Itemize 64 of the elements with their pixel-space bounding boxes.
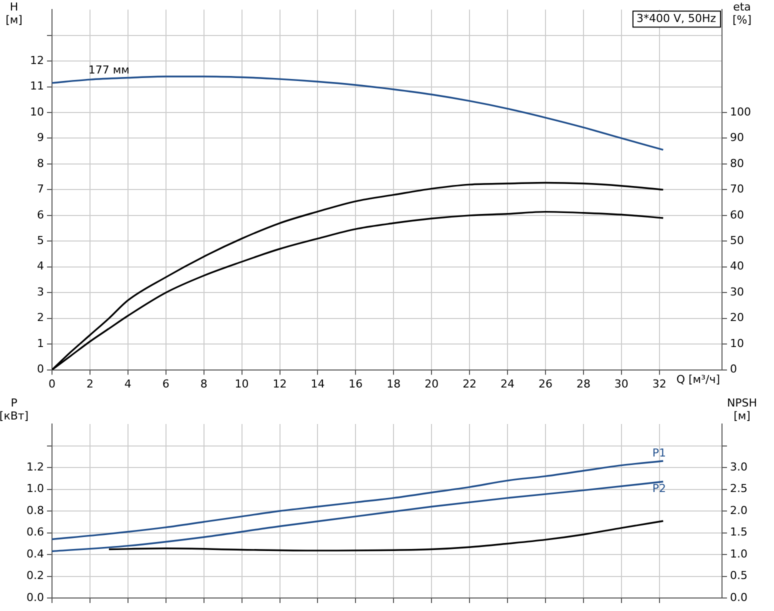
- y2-tick-label: 2.0: [730, 504, 748, 517]
- y-tick-label: 2: [37, 311, 44, 324]
- x-tick-label: 4: [124, 377, 132, 390]
- y2-tick-label: 70: [730, 182, 744, 196]
- x-tick-label: 22: [462, 377, 477, 390]
- y-tick-label: 1.0: [26, 482, 44, 496]
- x-tick-label: 14: [310, 377, 325, 390]
- x-tick-label: 2: [86, 377, 94, 390]
- y2-tick-label: 1.5: [730, 526, 748, 539]
- annotation: 177 мм: [88, 63, 130, 76]
- y2-tick-label: 20: [730, 311, 744, 324]
- series-label: P1: [652, 446, 666, 460]
- y2-axis-title: NPSH [м]: [726, 396, 758, 422]
- x-tick-label: 30: [614, 377, 628, 390]
- x-tick-label: 20: [424, 377, 439, 390]
- y-tick-label: 12: [30, 54, 44, 67]
- y2-tick-label: 1.0: [730, 547, 748, 560]
- y2-axis-title: eta [%]: [732, 0, 752, 26]
- y2-tick-label: 0.5: [730, 569, 748, 582]
- y-tick-label: 5: [37, 234, 44, 248]
- y-tick-label: 0.6: [26, 526, 44, 539]
- x-axis-title: Q [м³/ч]: [676, 373, 720, 386]
- y2-tick-label: 10: [730, 336, 744, 350]
- y2-tick-label: 0: [730, 362, 737, 376]
- x-tick-label: 0: [48, 377, 56, 390]
- x-tick-label: 10: [234, 377, 249, 390]
- y-tick-label: 3: [37, 285, 44, 298]
- y2-tick-label: 0.0: [730, 590, 748, 604]
- chart-title: 3*400 V, 50Hz: [636, 12, 716, 25]
- y2-tick-label: 90: [730, 131, 744, 144]
- y-tick-label: 4: [37, 260, 44, 273]
- y-tick-label: 6: [37, 208, 44, 222]
- x-tick-label: 32: [652, 377, 666, 390]
- y-axis-title: H [м]: [6, 0, 22, 26]
- y-tick-label: 0.4: [26, 547, 44, 560]
- y-tick-label: 0.0: [26, 590, 44, 604]
- y-tick-label: 1.2: [26, 460, 44, 474]
- y-tick-label: 9: [37, 131, 44, 144]
- y-axis-title: P [кВт]: [0, 396, 29, 422]
- y-tick-label: 0.8: [26, 504, 44, 517]
- x-tick-label: 16: [348, 377, 363, 390]
- y-tick-label: 10: [30, 105, 44, 118]
- y-tick-label: 7: [37, 182, 44, 196]
- x-tick-label: 18: [386, 377, 401, 390]
- y2-tick-label: 40: [730, 260, 744, 273]
- y2-tick-label: 80: [730, 156, 744, 170]
- y-tick-label: 0.2: [26, 569, 44, 582]
- x-tick-label: 24: [500, 377, 515, 390]
- y-tick-label: 11: [30, 80, 44, 93]
- y2-tick-label: 30: [730, 285, 744, 298]
- x-tick-label: 8: [200, 377, 208, 390]
- series-label: P2: [652, 482, 666, 495]
- x-tick-label: 6: [162, 377, 170, 390]
- y2-tick-label: 3.0: [730, 460, 748, 474]
- y-tick-label: 8: [37, 156, 44, 170]
- y2-tick-label: 50: [730, 234, 744, 248]
- y-tick-label: 0: [37, 362, 44, 376]
- y2-tick-label: 2.5: [730, 482, 748, 496]
- y2-tick-label: 100: [730, 105, 751, 118]
- x-tick-label: 28: [576, 377, 590, 390]
- x-tick-label: 26: [538, 377, 552, 390]
- y-tick-label: 1: [37, 336, 44, 350]
- x-tick-label: 12: [272, 377, 287, 390]
- y2-tick-label: 60: [730, 208, 744, 222]
